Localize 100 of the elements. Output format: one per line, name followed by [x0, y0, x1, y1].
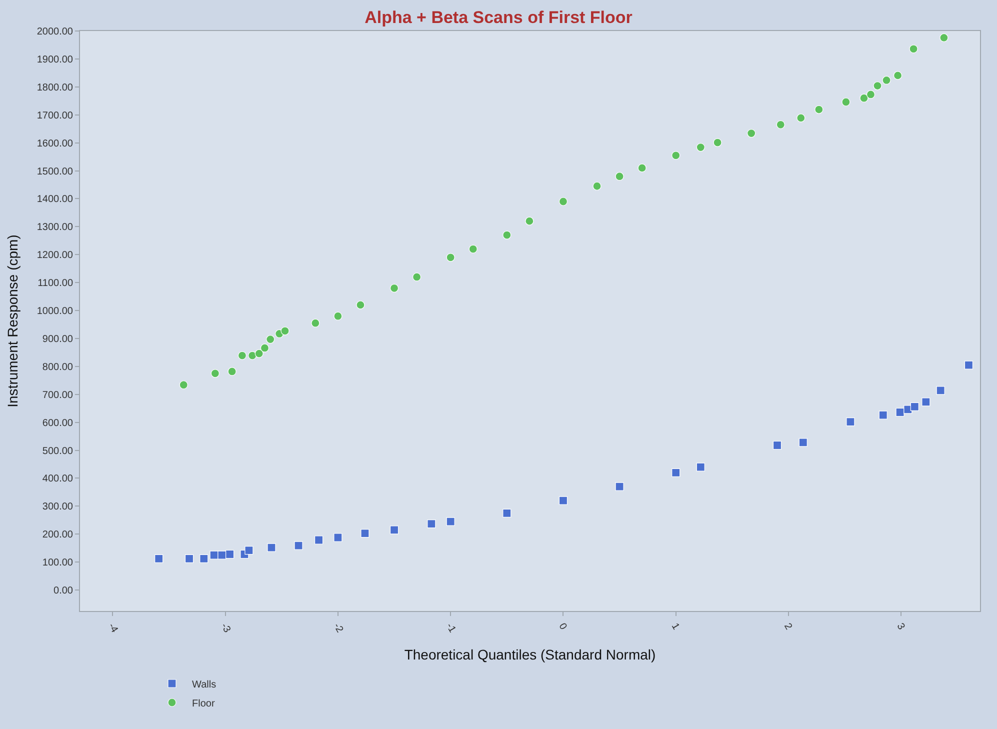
point: [860, 94, 868, 102]
point: [842, 98, 850, 106]
y-tick-label: 1000.00: [36, 306, 74, 318]
y-tick-label: 100.00: [42, 558, 74, 569]
legend-label: Floor: [192, 698, 216, 710]
point: [558, 197, 568, 206]
point: [866, 90, 876, 99]
point: [615, 172, 624, 181]
point: [798, 438, 808, 447]
point: [873, 81, 882, 90]
point: [210, 369, 220, 378]
point: [846, 417, 855, 426]
point: [525, 216, 534, 226]
x-tick-label: -3: [218, 622, 233, 636]
x-axis-title: Theoretical Quantiles (Standard Normal): [404, 646, 656, 662]
y-tick-label: 1200.00: [36, 250, 74, 262]
x-tick-label: -1: [444, 622, 458, 636]
point: [154, 554, 164, 564]
point: [248, 351, 257, 360]
point: [294, 541, 303, 550]
point: [878, 410, 888, 420]
point: [360, 528, 370, 538]
point: [893, 71, 902, 80]
point: [218, 550, 226, 560]
point: [244, 546, 254, 555]
point: [772, 440, 782, 450]
point: [334, 312, 342, 320]
y-tick-label: 300.00: [42, 502, 74, 513]
y-tick-label: 1700.00: [36, 110, 74, 122]
point: [390, 526, 399, 534]
point: [184, 554, 194, 564]
x-tick-label: 3: [894, 622, 907, 632]
y-tick-label: 1400.00: [36, 194, 74, 206]
point: [940, 33, 948, 42]
point: [502, 230, 512, 240]
point: [615, 482, 624, 491]
point: [796, 114, 806, 122]
y-tick-label: 1300.00: [36, 222, 74, 234]
point: [446, 253, 455, 262]
point: [909, 44, 918, 54]
y-tick-label: 1600.00: [36, 138, 74, 150]
point: [713, 138, 722, 147]
point: [696, 142, 705, 152]
y-tick-label: 500.00: [42, 446, 74, 457]
point: [267, 543, 276, 552]
point: [776, 120, 785, 129]
point: [260, 344, 270, 352]
x-tick-label: -2: [331, 622, 346, 636]
point: [936, 386, 945, 395]
point: [672, 468, 680, 477]
point: [179, 380, 188, 390]
point: [356, 300, 365, 310]
point: [592, 182, 602, 190]
chart-title: Alpha + Beta Scans of First Floor: [364, 8, 633, 27]
legend-label: Walls: [192, 679, 216, 690]
point: [314, 536, 324, 544]
y-tick-label: 400.00: [42, 474, 74, 485]
point: [672, 151, 680, 160]
point: [747, 129, 756, 138]
y-tick-label: 200.00: [42, 530, 74, 541]
point: [446, 517, 455, 526]
point: [638, 164, 646, 172]
point: [696, 462, 705, 472]
x-tick-label: 1: [668, 622, 682, 632]
y-tick-label: 1800.00: [36, 82, 74, 94]
point: [558, 496, 568, 505]
point: [200, 554, 208, 564]
point: [226, 550, 234, 559]
point: [468, 244, 478, 254]
point: [882, 76, 891, 84]
point: [334, 533, 342, 542]
y-tick-label: 800.00: [42, 362, 74, 373]
x-tick-label: 2: [782, 622, 794, 632]
point: [910, 402, 919, 411]
point: [210, 550, 218, 560]
y-tick-label: 900.00: [42, 334, 74, 345]
point: [896, 408, 904, 417]
point: [311, 318, 320, 328]
point: [814, 105, 824, 114]
point: [964, 360, 974, 370]
y-tick-label: 600.00: [42, 418, 74, 429]
y-tick-label: 0.00: [54, 586, 74, 597]
y-tick-label: 1500.00: [36, 166, 74, 178]
point: [412, 272, 422, 282]
point: [238, 351, 246, 360]
point: [254, 349, 264, 358]
x-tick-label: 0: [556, 622, 569, 632]
point: [228, 367, 236, 376]
point: [922, 398, 930, 406]
point: [280, 326, 290, 336]
point: [390, 284, 399, 292]
point: [266, 335, 275, 344]
y-tick-label: 1100.00: [38, 278, 74, 290]
y-tick-label: 2000.00: [36, 26, 74, 38]
point: [427, 519, 436, 528]
point: [502, 508, 512, 518]
y-tick-label: 1900.00: [36, 54, 74, 66]
x-tick-label: -4: [106, 622, 120, 636]
y-tick-label: 700.00: [42, 390, 74, 401]
y-axis-title: Instrument Response (cpm): [4, 234, 20, 408]
